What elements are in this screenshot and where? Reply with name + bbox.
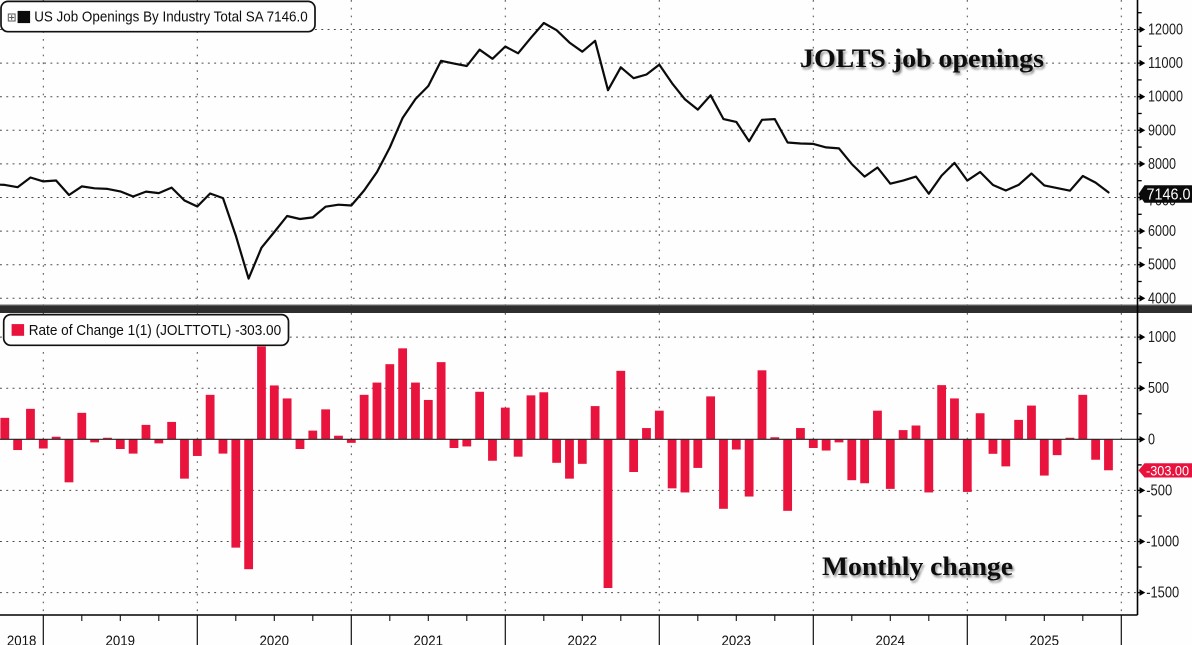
svg-text:500: 500	[1148, 380, 1169, 397]
svg-text:Rate of Change 1(1) (JOLTTOTL): Rate of Change 1(1) (JOLTTOTL) -303.00	[29, 323, 282, 339]
svg-text:US Job Openings By Industry To: US Job Openings By Industry Total SA 714…	[34, 10, 308, 26]
svg-text:11000: 11000	[1148, 55, 1183, 72]
svg-text:1000: 1000	[1148, 329, 1176, 346]
svg-text:2023: 2023	[722, 632, 752, 645]
svg-text:10000: 10000	[1148, 89, 1183, 106]
svg-text:2024: 2024	[876, 632, 906, 645]
svg-text:12000: 12000	[1148, 22, 1183, 39]
svg-text:2025: 2025	[1030, 632, 1060, 645]
svg-text:2019: 2019	[106, 632, 136, 645]
svg-text:2021: 2021	[414, 632, 444, 645]
svg-text:-1000: -1000	[1146, 534, 1179, 551]
svg-text:Monthly change: Monthly change	[822, 552, 1013, 581]
svg-text:-1500: -1500	[1146, 585, 1179, 602]
svg-text:JOLTS job openings: JOLTS job openings	[800, 44, 1044, 73]
svg-text:-303.00: -303.00	[1146, 464, 1189, 479]
svg-text:7146.0: 7146.0	[1147, 187, 1191, 204]
svg-text:2018: 2018	[7, 632, 37, 645]
svg-text:-500: -500	[1146, 482, 1172, 499]
svg-text:2020: 2020	[260, 632, 290, 645]
svg-text:2022: 2022	[568, 632, 598, 645]
svg-text:4000: 4000	[1148, 290, 1176, 307]
svg-text:9000: 9000	[1148, 122, 1176, 139]
svg-text:6000: 6000	[1148, 223, 1176, 240]
svg-text:0: 0	[1148, 431, 1155, 448]
svg-text:8000: 8000	[1148, 156, 1176, 173]
svg-text:5000: 5000	[1148, 257, 1176, 274]
